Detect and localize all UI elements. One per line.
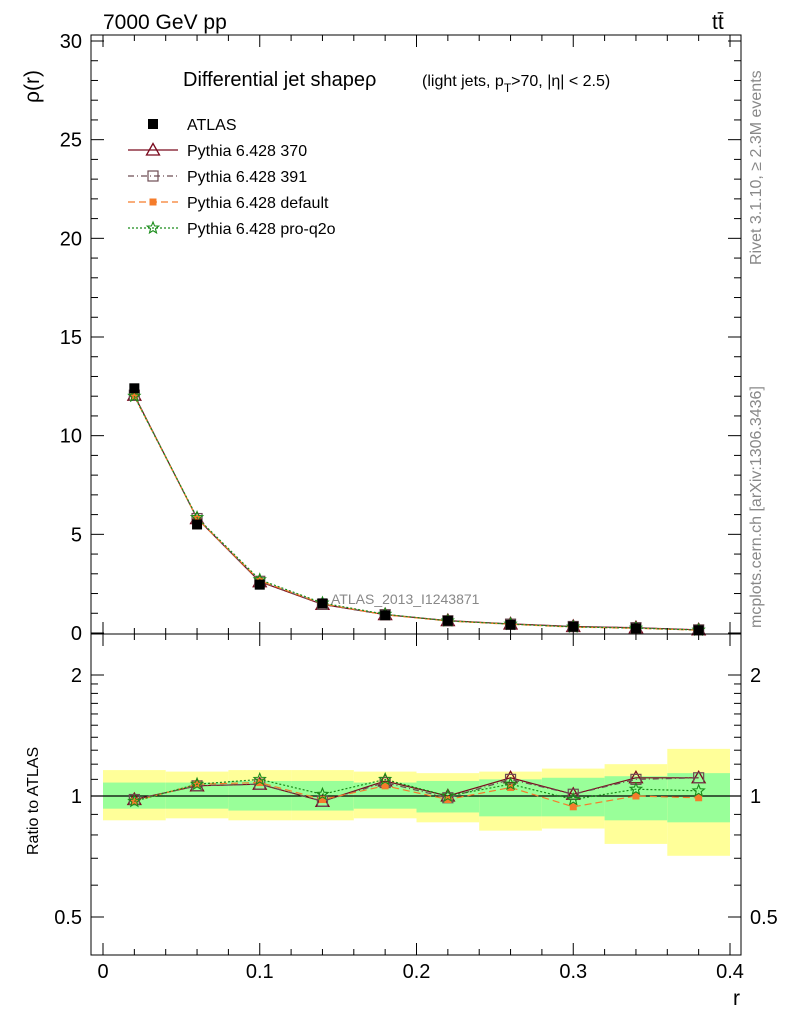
point-atlas (192, 519, 203, 530)
x-tick-label: 0 (97, 961, 108, 983)
ratio-y-tick-label-right: 0.5 (750, 907, 778, 929)
ratio-point-pdefault (507, 783, 515, 791)
process-label: tt̄ (712, 11, 724, 34)
ratio-line-pq2o (134, 778, 699, 802)
ratio-point-pdefault (695, 794, 703, 802)
plot-subtitle-pre: (light jets, p (422, 73, 504, 90)
point-pdefault (193, 515, 201, 523)
ratio-point-pq2o (628, 781, 644, 796)
x-axis-label: r (733, 987, 740, 1010)
legend-marker (147, 170, 159, 182)
legend-marker (149, 198, 157, 206)
legend-item-p391: Pythia 6.428 391 (128, 169, 307, 186)
legend: ATLAS Pythia 6.428 370 Pythia 6.428 391 Pyt… (128, 117, 336, 238)
point-atlas (254, 579, 265, 590)
legend-label: Pythia 6.428 370 (187, 143, 307, 160)
y-axis-label-ratio: Ratio to ATLAS (25, 747, 42, 855)
x-tick-label: 0.1 (246, 961, 274, 983)
ratio-point-p391 (693, 772, 705, 784)
main-panel: 0 5 10 15 20 25 30 ρ(r) Differential jet shape… (21, 31, 742, 645)
point-pq2o (127, 388, 142, 403)
y-tick-label: 30 (60, 31, 82, 53)
legend-marker (145, 220, 161, 235)
ratio-point-pq2o (691, 783, 706, 797)
y-tick-label: 15 (60, 327, 82, 349)
ratio-point-pq2o (503, 776, 518, 791)
plot-subtitle-post: >70, |η| < 2.5) (511, 73, 610, 90)
ratio-point-pdefault (569, 803, 577, 811)
ratio-point-pdefault (632, 792, 640, 800)
ratio-y-tick-label-right: 2 (750, 665, 761, 687)
legend-item-p370: Pythia 6.428 370 (128, 142, 307, 160)
energy-label: 7000 GeV pp (103, 11, 227, 34)
ratio-line-pdefault (134, 781, 699, 808)
y-tick-label: 5 (71, 524, 82, 546)
plot-title-rho: ρ (365, 69, 376, 91)
legend-item-atlas: ATLAS (148, 117, 237, 134)
ratio-point-pq2o (189, 776, 205, 791)
plot-subtitle-sub: T (504, 81, 512, 95)
y-tick-label: 10 (60, 426, 82, 448)
y-tick-label: 25 (60, 130, 82, 152)
x-tick-label: 0.4 (716, 961, 744, 983)
x-tick-label: 0.3 (559, 961, 587, 983)
plot-subtitle: (light jets, pT>70, |η| < 2.5) (422, 73, 610, 95)
point-atlas (380, 610, 391, 621)
mcplots-label: mcplots.cern.ch [arXiv:1306.3436] (748, 386, 765, 628)
point-atlas (505, 619, 516, 630)
legend-item-pq2o: Pythia 6.428 pro-q2o (128, 220, 336, 238)
ratio-point-pdefault (318, 796, 326, 804)
legend-marker (148, 119, 158, 129)
ratio-y-tick-label: 1 (71, 786, 82, 808)
legend-item-pdefault: Pythia 6.428 default (128, 195, 329, 212)
ratio-point-pq2o (440, 788, 455, 803)
ratio-point-pq2o (378, 771, 393, 786)
ratio-y-tick-label-right: 1 (750, 786, 761, 808)
series-line-pdefault (133, 395, 699, 631)
x-tick-label: 0.2 (403, 961, 431, 983)
ratio-panel: 0.5 0.5 1 1 2 2 0 0.1 0.2 0.3 0.4 Ratio to ATLAS r (25, 633, 778, 1010)
plot-title-main: Differential jet shape (183, 69, 365, 91)
ratio-line-p391 (134, 777, 699, 802)
ratio-point-pq2o (127, 793, 142, 808)
point-atlas (442, 615, 453, 626)
ratio-point-pq2o (315, 786, 330, 801)
analysis-watermark: ATLAS_2013_I1243871 (331, 591, 480, 607)
series-line-pq2o (133, 395, 699, 631)
legend-label: Pythia 6.428 pro-q2o (187, 221, 336, 238)
legend-marker (145, 142, 161, 156)
ratio-point-pdefault (381, 782, 389, 790)
y-tick-label: 0 (71, 623, 82, 645)
legend-label: Pythia 6.428 391 (187, 169, 307, 186)
legend-label: Pythia 6.428 default (187, 195, 329, 212)
uncertainty-band-inner (541, 777, 605, 817)
y-tick-label: 20 (60, 228, 82, 250)
plot-title: Differential jet shapeρ (183, 69, 376, 91)
ratio-point-pq2o (566, 792, 581, 806)
ratio-series-pq2o (127, 771, 706, 808)
y-axis-label-main: ρ(r) (21, 70, 44, 103)
rivet-version-label: Rivet 3.1.10, ≥ 2.3M events (748, 70, 765, 265)
point-atlas (317, 598, 328, 609)
ratio-y-tick-label: 0.5 (54, 907, 82, 929)
ratio-point-pq2o (252, 771, 267, 786)
point-atlas (129, 383, 140, 394)
ratio-y-tick-label: 2 (71, 665, 82, 687)
legend-label: ATLAS (187, 117, 237, 134)
ratio-point-p370 (502, 769, 519, 784)
ratio-point-pdefault (444, 796, 452, 804)
